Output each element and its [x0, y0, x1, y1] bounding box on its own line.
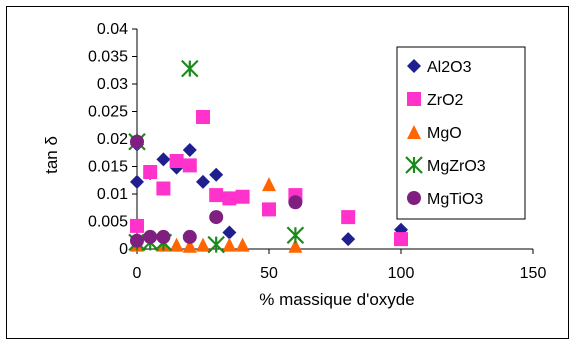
data-point: [209, 210, 224, 225]
data-point: [196, 174, 210, 189]
data-point: [222, 225, 237, 240]
data-point: [182, 229, 197, 244]
legend-marker: [407, 191, 421, 205]
series-al2o3: [130, 137, 408, 247]
data-point: [196, 110, 210, 124]
legend-label: MgO: [427, 125, 462, 142]
legend-marker: [405, 156, 423, 174]
x-tick-label: 0: [133, 265, 142, 282]
data-point: [288, 238, 303, 253]
y-tick-label: 0.02: [97, 131, 128, 148]
x-axis-title: % massique d'oxyde: [259, 290, 414, 309]
data-point: [207, 235, 225, 254]
data-point: [182, 238, 197, 253]
data-point: [235, 237, 250, 252]
y-tick-label: 0.025: [88, 104, 128, 121]
data-point: [209, 167, 224, 182]
data-points: [128, 59, 408, 254]
data-point: [286, 226, 305, 245]
data-point: [341, 232, 356, 247]
data-point: [130, 218, 144, 233]
data-point: [209, 188, 224, 203]
legend-item: MgTiO3: [407, 191, 483, 208]
legend-marker: [407, 92, 421, 106]
data-point: [222, 191, 237, 206]
data-point: [156, 181, 171, 196]
data-point: [181, 59, 199, 78]
x-tick-label: 50: [260, 265, 278, 282]
data-point: [262, 202, 276, 217]
data-point: [169, 237, 184, 252]
legend-label: MgZrO3: [427, 158, 486, 175]
y-tick-label: 0.015: [88, 159, 128, 176]
data-point: [143, 165, 158, 179]
legend-item: Al2O3: [407, 59, 472, 76]
data-point: [130, 134, 144, 149]
legend-marker: [407, 125, 421, 139]
legend: Al2O3 ZrO2 MgO MgZrO3 MgTiO3: [396, 46, 526, 220]
y-tick-label: 0.01: [97, 186, 128, 203]
y-tick-label: 0.005: [88, 214, 128, 231]
data-point: [182, 143, 197, 157]
data-point: [341, 210, 356, 225]
data-point: [169, 154, 184, 168]
legend-label: ZrO2: [427, 92, 464, 109]
x-tick-label: 150: [520, 265, 547, 282]
legend-box: [396, 46, 526, 220]
data-point: [130, 233, 144, 248]
data-point: [262, 177, 276, 192]
data-point: [196, 237, 210, 252]
data-point: [222, 237, 237, 252]
data-point: [156, 152, 171, 167]
tick-labels: 0 0.005 0.01 0.015 0.02 0.025 0.03 0.035 0.04 0 50…: [88, 21, 546, 282]
series-mgo: [130, 177, 303, 253]
data-point: [288, 195, 303, 210]
y-tick-label: 0.04: [97, 21, 128, 38]
legend-label: Al2O3: [427, 59, 472, 76]
legend-item: MgO: [407, 125, 462, 142]
legend-item: MgZrO3: [405, 156, 486, 175]
legend-label: MgTiO3: [427, 191, 483, 208]
data-point: [130, 174, 144, 189]
y-axis-title: tan δ: [42, 136, 61, 174]
series-mgtio3: [130, 134, 303, 248]
y-tick-label: 0.035: [88, 49, 128, 66]
y-tick-label: 0.03: [97, 76, 128, 93]
data-point: [143, 229, 158, 244]
data-point: [182, 158, 197, 173]
legend-item: ZrO2: [407, 92, 464, 109]
data-point: [394, 232, 408, 247]
data-point: [156, 229, 171, 244]
y-tick-label: 0: [119, 241, 128, 258]
x-tick-label: 100: [388, 265, 415, 282]
legend-marker: [407, 59, 421, 73]
data-point: [235, 189, 250, 204]
